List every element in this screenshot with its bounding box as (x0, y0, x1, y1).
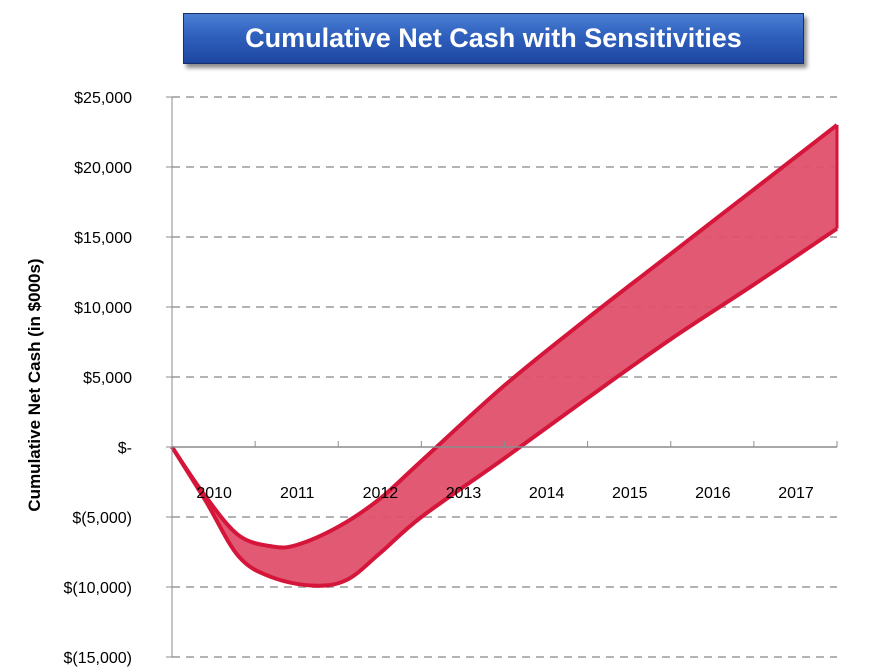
y-tick-label: $15,000 (74, 230, 132, 247)
y-tick-label: $5,000 (83, 370, 132, 387)
y-tick-label: $(15,000) (64, 650, 133, 667)
y-axis-tick-labels: $25,000 $20,000 $15,000 $10,000 $5,000 $- $(5,… (64, 90, 133, 667)
x-tick-label: 2015 (612, 485, 648, 502)
chart-title: Cumulative Net Cash with Sensitivities (183, 13, 804, 64)
y-tick-label: $(5,000) (72, 510, 132, 527)
gridlines (166, 96, 837, 658)
x-tick-label: 2012 (363, 485, 399, 502)
x-tick-label: 2011 (280, 485, 315, 502)
sensitivity-band (170, 123, 839, 588)
lower-series-line (170, 226, 839, 588)
axes (171, 97, 838, 657)
x-tick-label: 2017 (778, 485, 814, 502)
x-tick-label: 2013 (446, 485, 482, 502)
x-tick-label: 2016 (695, 485, 731, 502)
x-tick-label: 2014 (529, 485, 565, 502)
upper-series-line (170, 123, 839, 550)
y-tick-label: $- (118, 440, 132, 457)
x-axis-tick-labels: 2010 2011 2012 2013 2014 2015 2016 2017 (196, 485, 814, 502)
x-tick-label: 2010 (196, 485, 232, 502)
y-axis-label: Cumulative Net Cash (in $000s) (25, 258, 44, 511)
y-tick-label: $(10,000) (64, 580, 133, 597)
y-tick-label: $20,000 (74, 160, 132, 177)
y-tick-label: $25,000 (74, 90, 132, 107)
y-tick-label: $10,000 (74, 300, 132, 317)
band-fill (172, 125, 837, 586)
